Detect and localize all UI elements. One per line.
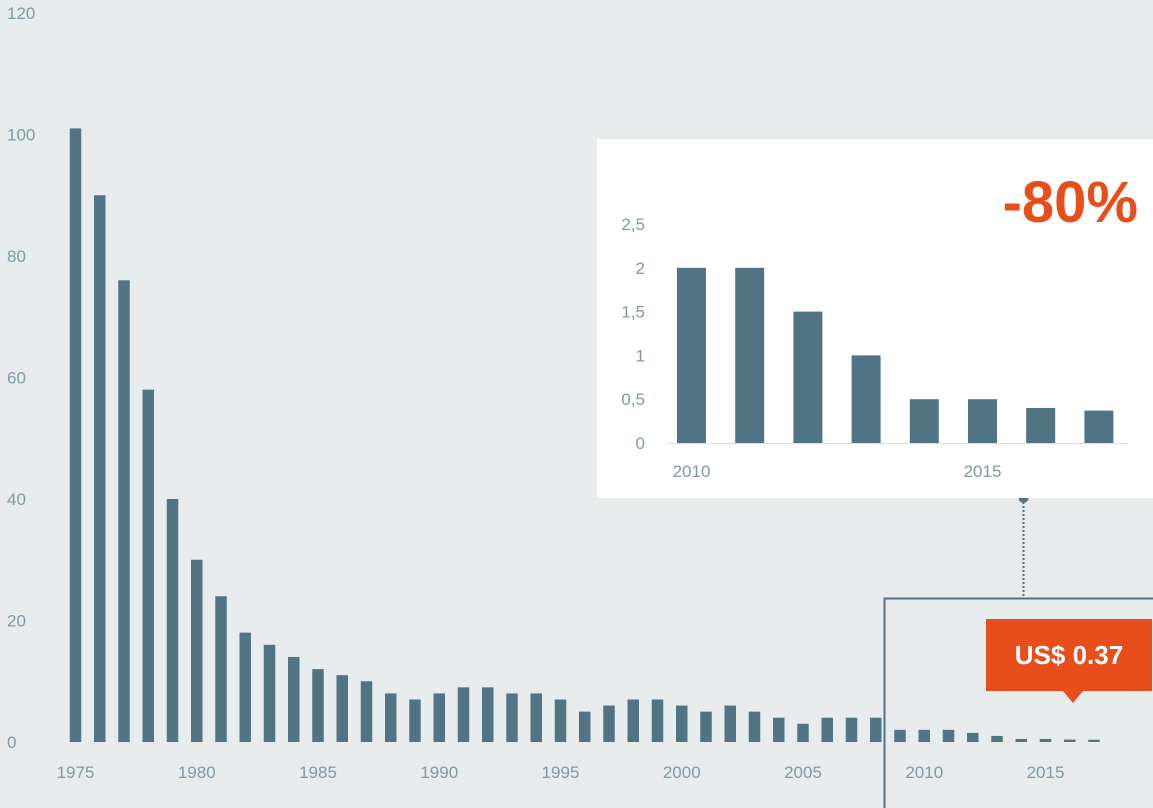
x-tick-label: 2000	[663, 763, 701, 782]
y-tick-label: 20	[7, 612, 26, 631]
y-tick-label: 0	[7, 733, 16, 752]
inset-y-tick-label: 1,5	[621, 303, 645, 322]
inset-x-tick-label: 2010	[673, 462, 711, 481]
bar	[288, 656, 300, 742]
bar	[312, 669, 324, 742]
bar	[1039, 738, 1052, 742]
inset-bar	[735, 267, 765, 443]
bar	[1064, 739, 1076, 742]
inset-y-tick-label: 0	[636, 434, 645, 453]
y-tick-label: 120	[7, 4, 35, 23]
change-percent-label: -80%	[1003, 170, 1138, 235]
bar	[409, 699, 421, 742]
bar	[360, 681, 373, 742]
x-tick-label: 2005	[784, 763, 822, 782]
inset-bar	[968, 399, 997, 443]
bar	[651, 699, 664, 742]
highlight-frame	[883, 597, 1153, 808]
inset-y-tick-label: 2	[636, 259, 645, 278]
bar	[870, 717, 882, 742]
x-tick-label: 1985	[299, 763, 337, 782]
bar	[942, 729, 955, 742]
y-tick-label: 60	[7, 369, 26, 388]
bar	[773, 717, 785, 742]
main-bars	[69, 128, 1100, 743]
bar	[215, 596, 227, 742]
bar	[433, 693, 445, 742]
bar	[482, 687, 494, 742]
inset-bar	[851, 355, 881, 443]
bar	[1015, 738, 1027, 742]
bar	[676, 705, 688, 742]
inset-bar	[909, 399, 939, 443]
inset-y-tick-label: 1	[636, 346, 645, 365]
bar	[142, 389, 154, 742]
y-tick-label: 100	[7, 126, 35, 145]
bar	[336, 675, 348, 742]
bar	[457, 687, 470, 742]
bar	[700, 711, 712, 742]
inset-x-axis: 2010 2015	[673, 462, 1002, 481]
inset-bars	[677, 267, 1114, 443]
bar	[1088, 739, 1100, 742]
inset-bar	[1026, 407, 1056, 443]
x-tick-label: 1980	[178, 763, 216, 782]
x-tick-label: 1990	[420, 763, 458, 782]
inset-x-tick-label: 2015	[964, 462, 1002, 481]
price-badge: US$ 0.37	[986, 619, 1152, 703]
bar	[530, 693, 542, 742]
bar	[166, 499, 179, 742]
bar	[821, 717, 833, 742]
bar	[797, 723, 809, 742]
y-tick-label: 40	[7, 490, 26, 509]
bar	[603, 705, 615, 742]
inset-y-tick-label: 2,5	[621, 215, 645, 234]
y-tick-label: 80	[7, 247, 26, 266]
x-tick-label: 2010	[905, 763, 943, 782]
bar	[991, 735, 1003, 742]
main-x-axis: 1975 1980 1985 1990 1995 2000 2005 2010 2015	[57, 763, 1065, 782]
inset-bar	[793, 311, 823, 443]
bar	[845, 717, 858, 742]
inset-bar	[677, 267, 706, 443]
bar	[748, 711, 761, 742]
bar	[967, 732, 979, 742]
bar	[69, 128, 82, 743]
bar	[385, 693, 397, 742]
bar	[724, 705, 736, 742]
bar	[506, 693, 518, 742]
bar	[118, 280, 130, 742]
bar	[579, 711, 591, 742]
inset-y-axis: 0 0,5 1 1,5 2 2,5	[621, 215, 645, 453]
x-tick-label: 2015	[1027, 763, 1065, 782]
x-tick-label: 1995	[542, 763, 580, 782]
bar	[263, 644, 276, 742]
bar	[918, 729, 930, 742]
inset-bar	[1084, 410, 1114, 443]
bar	[554, 699, 567, 742]
bar	[894, 729, 906, 742]
inset-y-tick-label: 0,5	[621, 390, 645, 409]
main-y-axis: 0 20 40 60 80 100 120	[7, 4, 35, 752]
bar	[191, 559, 203, 742]
price-badge-label: US$ 0.37	[1015, 640, 1123, 670]
x-tick-label: 1975	[57, 763, 95, 782]
bar	[94, 195, 106, 742]
bar	[627, 699, 639, 742]
bar	[239, 632, 251, 742]
